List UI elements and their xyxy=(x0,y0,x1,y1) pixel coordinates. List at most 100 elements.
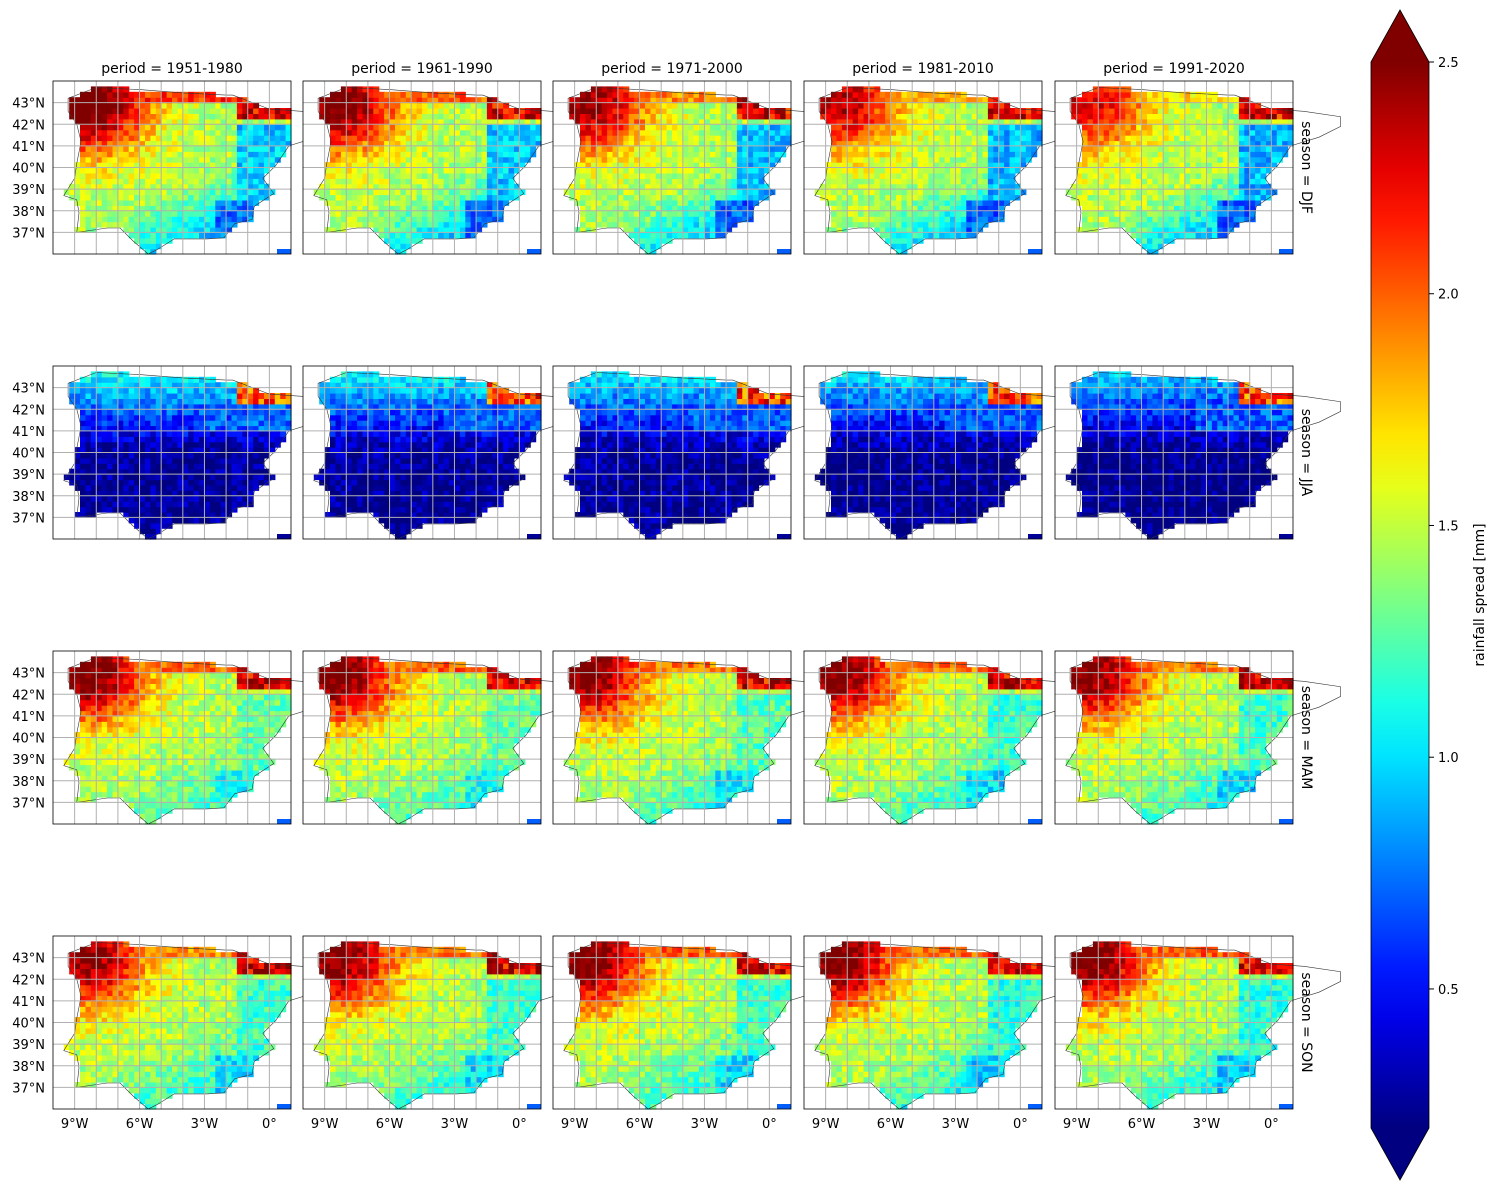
heatmap-cell xyxy=(934,157,940,163)
heatmap-cell xyxy=(210,146,216,152)
heatmap-cell xyxy=(422,130,428,136)
heatmap-cell xyxy=(86,485,92,491)
heatmap-cell xyxy=(215,168,221,174)
heatmap-cell xyxy=(1147,238,1153,244)
heatmap-cell xyxy=(80,124,86,130)
heatmap-cell xyxy=(357,146,363,152)
heatmap-cell xyxy=(183,211,189,217)
heatmap-cell xyxy=(352,103,358,109)
heatmap-cell xyxy=(346,151,352,157)
heatmap-cell xyxy=(896,238,902,244)
heatmap-cell xyxy=(1163,216,1169,222)
heatmap-cell xyxy=(465,151,471,157)
heatmap-cell xyxy=(96,146,102,152)
heatmap-cell xyxy=(400,92,406,98)
heatmap-cell xyxy=(395,243,401,249)
heatmap-cell xyxy=(956,232,962,238)
heatmap-cell xyxy=(983,151,989,157)
heatmap-cell xyxy=(1228,135,1234,141)
heatmap-cell xyxy=(259,157,265,163)
heatmap-cell xyxy=(667,92,673,98)
heatmap-cell xyxy=(575,108,581,114)
heatmap-cell xyxy=(1174,200,1180,206)
heatmap-cell xyxy=(923,103,929,109)
heatmap-cell xyxy=(444,232,450,238)
heatmap-cell xyxy=(983,130,989,136)
heatmap-cell xyxy=(1104,92,1110,98)
heatmap-cell xyxy=(1239,146,1245,152)
heatmap-cell xyxy=(945,178,951,184)
heatmap-cell xyxy=(966,222,972,228)
heatmap-cell xyxy=(1217,178,1223,184)
heatmap-cell xyxy=(1104,200,1110,206)
heatmap-cell xyxy=(145,243,151,249)
heatmap-cell xyxy=(956,178,962,184)
heatmap-cell xyxy=(525,108,531,114)
heatmap-cell xyxy=(1010,130,1016,136)
heatmap-cell xyxy=(726,189,732,195)
heatmap-cell xyxy=(853,124,859,130)
heatmap-cell xyxy=(853,92,859,98)
heatmap-cell xyxy=(509,146,515,152)
heatmap-cell xyxy=(368,168,374,174)
heatmap-cell xyxy=(167,103,173,109)
heatmap-cell xyxy=(455,103,461,109)
heatmap-cell xyxy=(1217,216,1223,222)
heatmap-cell xyxy=(769,151,775,157)
heatmap-cell xyxy=(379,103,385,109)
heatmap-cell xyxy=(912,222,918,228)
heatmap-cell xyxy=(129,189,135,195)
heatmap-cell xyxy=(977,189,983,195)
heatmap-cell xyxy=(869,146,875,152)
heatmap-cell xyxy=(75,474,81,480)
heatmap-cell xyxy=(1026,124,1032,130)
heatmap-cell xyxy=(1250,173,1256,179)
heatmap-cell xyxy=(726,216,732,222)
heatmap-cell xyxy=(923,189,929,195)
heatmap-cell xyxy=(961,146,967,152)
heatmap-cell xyxy=(1104,173,1110,179)
heatmap-cell xyxy=(330,124,336,130)
heatmap-cell xyxy=(455,195,461,201)
heatmap-cell xyxy=(210,232,216,238)
island-cell xyxy=(527,249,541,254)
heatmap-cell xyxy=(988,189,994,195)
heatmap-cell xyxy=(455,108,461,114)
heatmap-cell xyxy=(1250,195,1256,201)
heatmap-cell xyxy=(215,173,221,179)
heatmap-cell xyxy=(1088,113,1094,119)
heatmap-cell xyxy=(161,178,167,184)
heatmap-cell xyxy=(336,173,342,179)
heatmap-cell xyxy=(460,168,466,174)
panel-0-4 xyxy=(1055,81,1341,255)
heatmap-cell xyxy=(688,124,694,130)
heatmap-cell xyxy=(891,216,897,222)
heatmap-cell xyxy=(259,151,265,157)
heatmap-cell xyxy=(1207,135,1213,141)
heatmap-cell xyxy=(145,103,151,109)
heatmap-cell xyxy=(232,103,238,109)
heatmap-cell xyxy=(891,103,897,109)
heatmap-cell xyxy=(102,151,108,157)
heatmap-cell xyxy=(1261,151,1267,157)
heatmap-cell xyxy=(444,135,450,141)
heatmap-cell xyxy=(983,200,989,206)
heatmap-cell xyxy=(596,108,602,114)
heatmap-cell xyxy=(1026,146,1032,152)
heatmap-cell xyxy=(672,103,678,109)
heatmap-cell xyxy=(232,108,238,114)
heatmap-cell xyxy=(438,200,444,206)
heatmap-cell xyxy=(444,222,450,228)
heatmap-cell xyxy=(775,146,781,152)
heatmap-cell xyxy=(966,189,972,195)
heatmap-cell xyxy=(395,200,401,206)
heatmap-cell xyxy=(188,173,194,179)
heatmap-cell xyxy=(107,108,113,114)
heatmap-cell xyxy=(205,151,211,157)
heatmap-cell xyxy=(411,238,417,244)
heatmap-cell xyxy=(482,173,488,179)
heatmap-cell xyxy=(444,130,450,136)
heatmap-cell xyxy=(1131,113,1137,119)
heatmap-cell xyxy=(580,113,586,119)
heatmap-cell xyxy=(118,92,124,98)
